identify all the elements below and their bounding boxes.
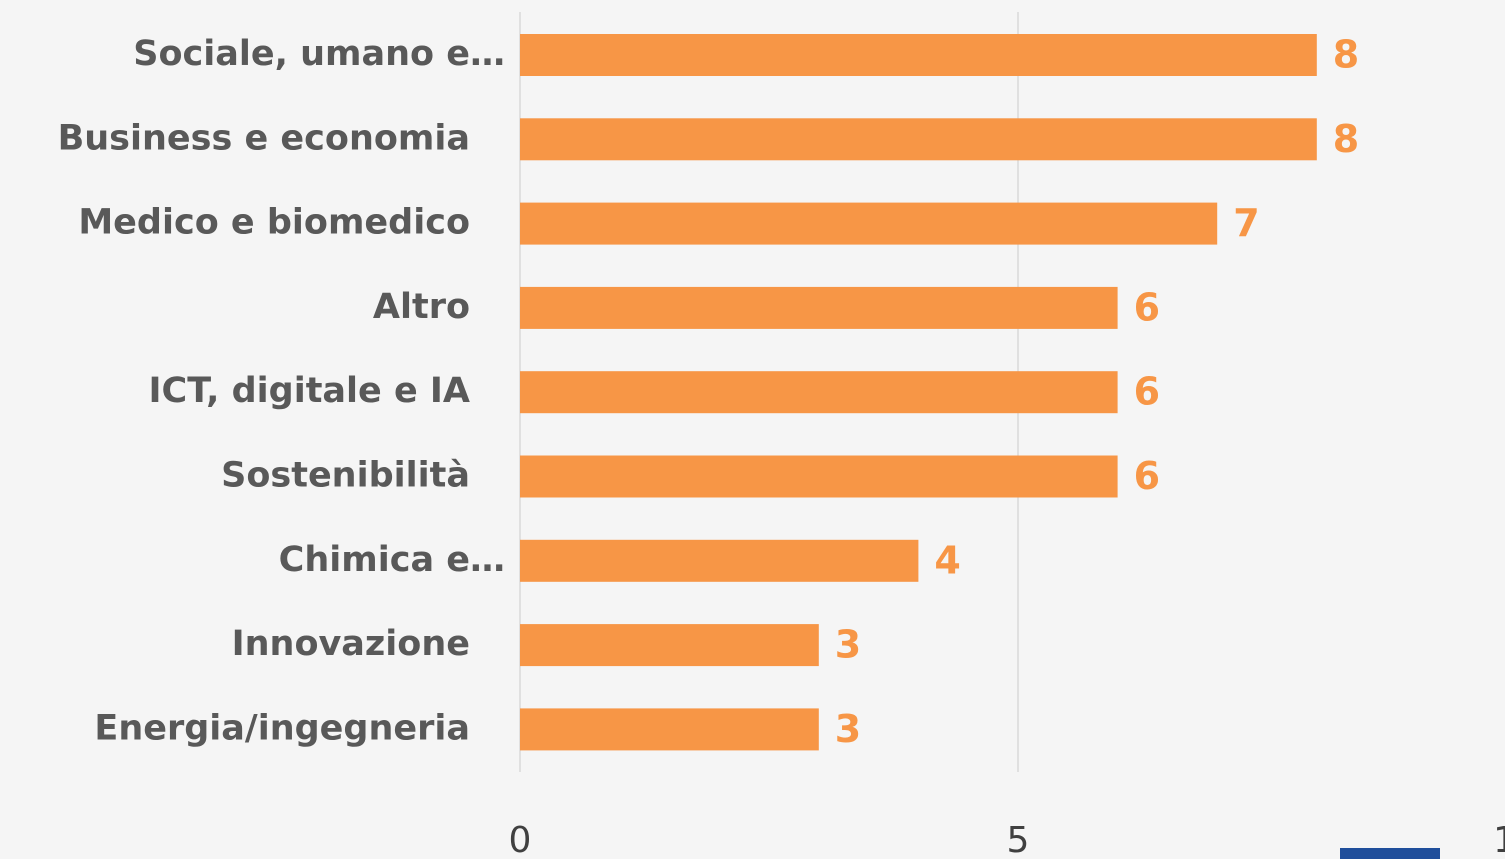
y-tick-label: Energia/ingegneria [94,708,470,748]
bar [520,624,819,667]
bar [520,708,819,751]
data-label: 3 [835,623,861,667]
bar [520,286,1118,329]
data-label: 6 [1134,370,1160,414]
x-tick-label: 10 [1493,820,1505,859]
bar [520,34,1317,76]
data-label: 8 [1333,117,1359,161]
y-tick-label: Innovazione [232,624,470,664]
y-tick-label: ICT, digitale e IA [149,371,470,411]
bar [520,202,1218,245]
data-label: 3 [835,707,861,751]
data-label: 6 [1134,454,1160,498]
bar [520,118,1317,161]
data-label: 6 [1134,285,1160,329]
y-tick-label: Medico e biomedico [78,203,470,243]
data-label: 7 [1233,201,1259,245]
logo [1340,848,1440,859]
bar [520,455,1118,498]
y-tick-label: Altro [373,287,470,327]
data-label: 8 [1333,33,1359,77]
y-tick-label: Business e economia [58,118,470,158]
data-label: 4 [934,538,960,582]
y-tick-label: Sostenibilità [221,456,470,496]
y-tick-label: Sociale, umano e… [133,34,505,74]
y-tick-label: Chimica e… [279,540,505,580]
bar [520,539,919,582]
x-tick-label: 0 [509,820,532,859]
bar [520,371,1118,414]
x-tick-label: 5 [1007,820,1030,859]
